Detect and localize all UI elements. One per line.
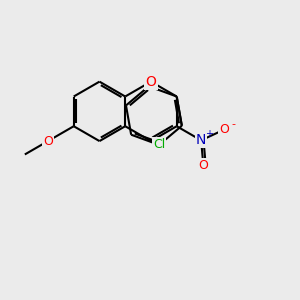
Text: O: O [219, 123, 229, 136]
Text: -: - [231, 119, 235, 129]
Text: +: + [206, 129, 214, 140]
Text: O: O [43, 135, 53, 148]
Text: N: N [196, 133, 206, 147]
Text: O: O [198, 159, 208, 172]
Text: Cl: Cl [153, 138, 165, 152]
Text: O: O [146, 75, 156, 88]
